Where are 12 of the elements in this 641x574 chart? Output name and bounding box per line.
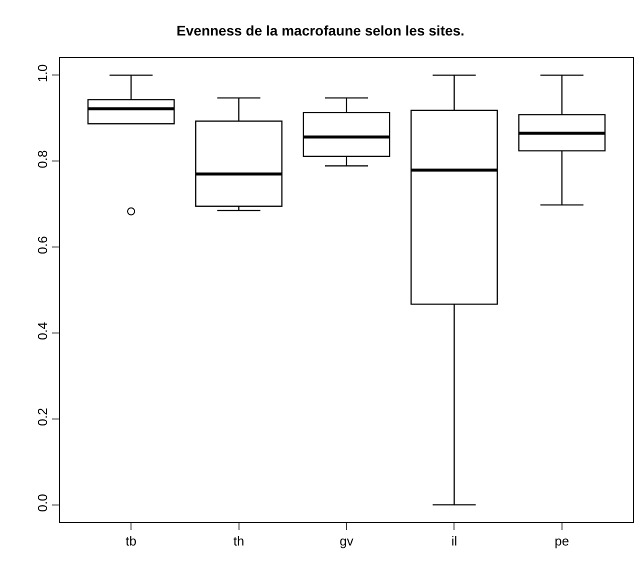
y-tick-label: 0.0 [34,494,50,512]
chart-title: Evenness de la macrofaune selon les sites. [176,22,464,39]
y-tick-label: 1.0 [34,64,50,82]
y-tick-label: 0.4 [34,322,50,340]
x-tick-label: gv [340,534,354,549]
y-tick-label: 0.2 [34,408,50,426]
x-tick-label: il [451,534,458,549]
x-tick-label: pe [554,534,570,549]
x-tick-label: th [233,534,244,549]
x-tick-label: tb [126,534,137,549]
y-tick-label: 0.6 [34,236,50,254]
y-tick-label: 0.8 [34,150,50,168]
